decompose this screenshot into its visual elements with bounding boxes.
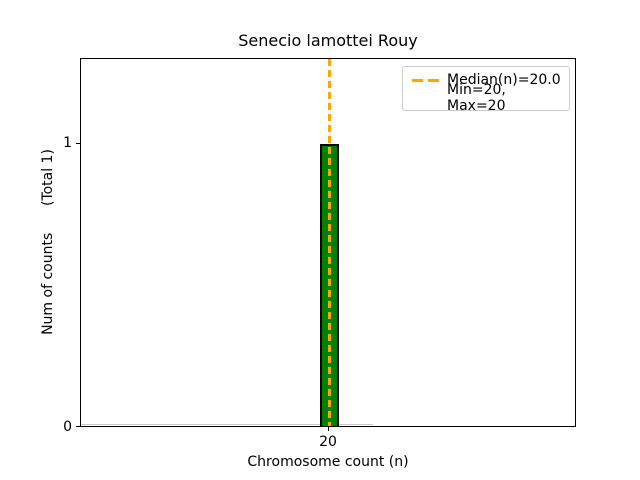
median-dashed-line [328,59,331,426]
empty-legend-marker [412,97,439,100]
plot-area: Median(n)=20.0 Min=20, Max=20 [80,58,576,427]
x-axis-label: Chromosome count (n) [247,454,409,470]
zero-height-bins-baseline [81,424,373,425]
legend-entry-median: Median(n)=20.0 [412,71,561,89]
orange-dashed-line-icon [412,78,439,82]
y-tick-mark-1 [76,143,80,144]
legend-entry-minmax: Min=20, Max=20 [412,82,561,114]
chart-title: Senecio lamottei Rouy [238,31,418,50]
legend-label-minmax: Min=20, Max=20 [447,82,506,114]
y-tick-label-0: 0 [63,419,72,435]
x-tick-label-20: 20 [319,434,337,450]
x-tick-mark-20 [328,427,329,431]
y-axis-label: Num of counts (Total 1) [40,149,56,335]
legend-box: Median(n)=20.0 Min=20, Max=20 [402,66,570,114]
legend-label-median: Median(n)=20.0 [447,72,561,88]
y-tick-label-1: 1 [63,135,72,151]
y-tick-mark-0 [76,426,80,427]
